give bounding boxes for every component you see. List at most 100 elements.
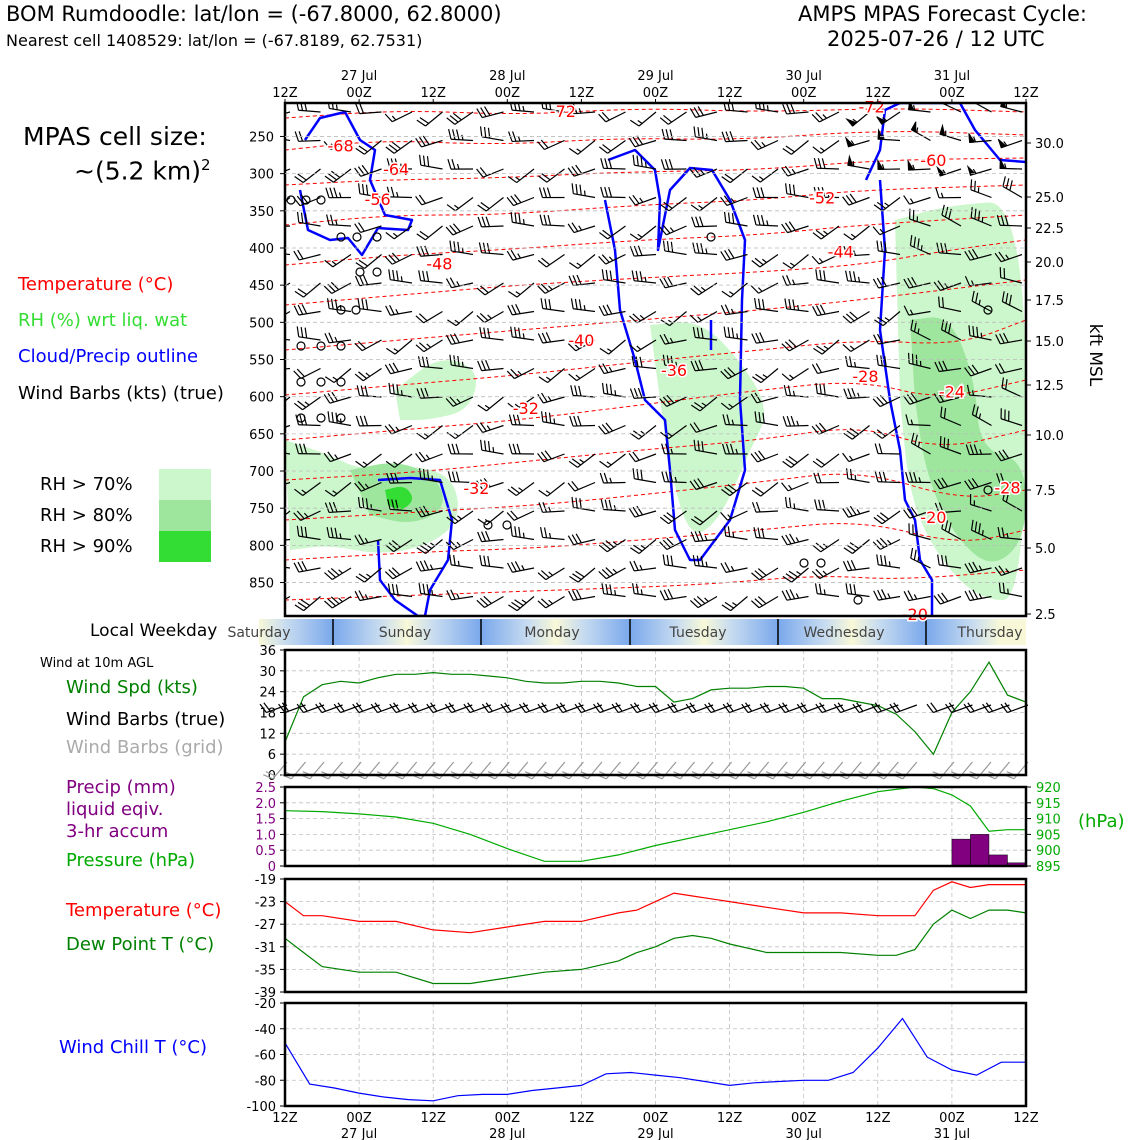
wind-barb: [548, 571, 554, 576]
wind-barb: [948, 522, 952, 533]
surface-wind-barb: [504, 702, 512, 712]
wind-barb: [605, 424, 626, 435]
pressure-tick-label: 250: [249, 130, 274, 145]
wind-barb: [661, 471, 666, 482]
wind-barb: [978, 523, 981, 534]
wind-barb: [694, 360, 700, 371]
cell-size-value: ~(5.2 km)2: [74, 156, 211, 185]
wind-barb: [359, 415, 365, 427]
wind-barb: [418, 468, 422, 479]
wind-barb: [785, 183, 788, 194]
wind-barb: [484, 106, 491, 116]
wind-barb: [575, 497, 578, 509]
wind-barb: [704, 597, 709, 602]
value-tick-label: 6: [268, 748, 276, 763]
wind-barb: [913, 594, 918, 600]
bottom-hour-label: 12Z: [865, 1111, 891, 1126]
wind-barb: [449, 115, 459, 123]
wind-barb: [285, 424, 291, 428]
wind-barb: [285, 481, 291, 485]
wind-barb: [874, 471, 879, 482]
wind-barb: [301, 304, 308, 315]
wind-barb: [878, 564, 901, 569]
wind-barb: [813, 157, 818, 169]
wind-barb: [602, 542, 611, 550]
pressure-tick-label: 400: [249, 242, 274, 257]
wind-barb: [670, 555, 674, 567]
calm-wind-marker: [799, 558, 809, 568]
wind-barb: [998, 581, 1001, 593]
wind-barb: [293, 402, 303, 411]
wind-barb: [605, 383, 609, 395]
wind-barb: [365, 299, 369, 310]
wind-barb: [578, 299, 582, 310]
wind-barb: [449, 514, 459, 522]
bottom-hour-label: 12Z: [1013, 1111, 1039, 1126]
wind-barb: [787, 481, 809, 492]
wind-barb: [637, 233, 643, 238]
wind-barb: [628, 196, 636, 206]
wind-barb: [996, 473, 1001, 484]
wind-barb: [294, 488, 304, 496]
wind-barb: [303, 512, 309, 518]
top-hour-label: 00Z: [495, 86, 521, 101]
wind-barb: [663, 115, 672, 123]
wind-barb: [418, 194, 427, 204]
wind-barb: [385, 305, 391, 316]
wind-barb: [447, 319, 457, 327]
calm-wind-marker: [336, 232, 346, 242]
wind-barb: [784, 341, 794, 350]
wind-barb: [479, 597, 489, 606]
wind-barb: [822, 570, 828, 576]
legend-precip-liquid: liquid eqiv.: [66, 799, 164, 820]
wind-barb: [278, 110, 281, 114]
value-tick-label: -40: [255, 1023, 276, 1038]
calm-wind-marker: [706, 232, 716, 242]
wind-barb: [296, 326, 300, 337]
wind-barb: [457, 355, 460, 367]
wind-barb: [817, 509, 840, 512]
wind-barb: [823, 384, 826, 395]
wind-barb: [730, 308, 735, 314]
wind-barb: [264, 405, 273, 411]
wind-barb: [572, 103, 578, 114]
wind-barb: [845, 313, 855, 322]
wind-barb: [727, 212, 731, 224]
wind-barb: [971, 390, 975, 396]
wind-barb: [970, 179, 973, 190]
temp-panel-frame: [283, 877, 1028, 994]
wind-barb: [426, 271, 430, 282]
value-tick-label: 24: [259, 686, 276, 701]
wind-barb: [994, 566, 1002, 576]
wind-barb: [354, 373, 364, 382]
surface-wind-barb: [667, 703, 675, 713]
wind-barb: [384, 425, 393, 435]
wind-barb: [516, 443, 521, 455]
wind-barb: [546, 254, 565, 268]
wind-barb: [852, 118, 858, 123]
wind-barb: [916, 127, 919, 133]
wind-barb: [812, 306, 818, 316]
wind-barb: [416, 119, 426, 127]
wind-barb: [365, 184, 369, 196]
precip-pressure-background: [285, 787, 1026, 866]
wind-barb: [727, 526, 731, 537]
wind-barb: [334, 336, 338, 343]
wind-barb: [940, 595, 962, 605]
wind-barb: [601, 424, 610, 433]
wind-barb: [608, 186, 613, 198]
wind-barb: [508, 290, 518, 298]
wind-barb: [751, 333, 757, 344]
wind-barb: [574, 481, 596, 492]
wind-barb: [415, 195, 423, 206]
wind-barb: [389, 304, 395, 315]
calm-wind-marker: [853, 595, 863, 605]
wind-barb: [578, 225, 583, 231]
wind-barb: [355, 262, 365, 269]
wind-barb: [456, 398, 461, 404]
wind-barb: [446, 431, 456, 440]
wind-barb: [911, 353, 914, 365]
wind-barb: [782, 104, 788, 115]
wind-barb: [814, 499, 818, 510]
wind-barb: [293, 370, 302, 379]
